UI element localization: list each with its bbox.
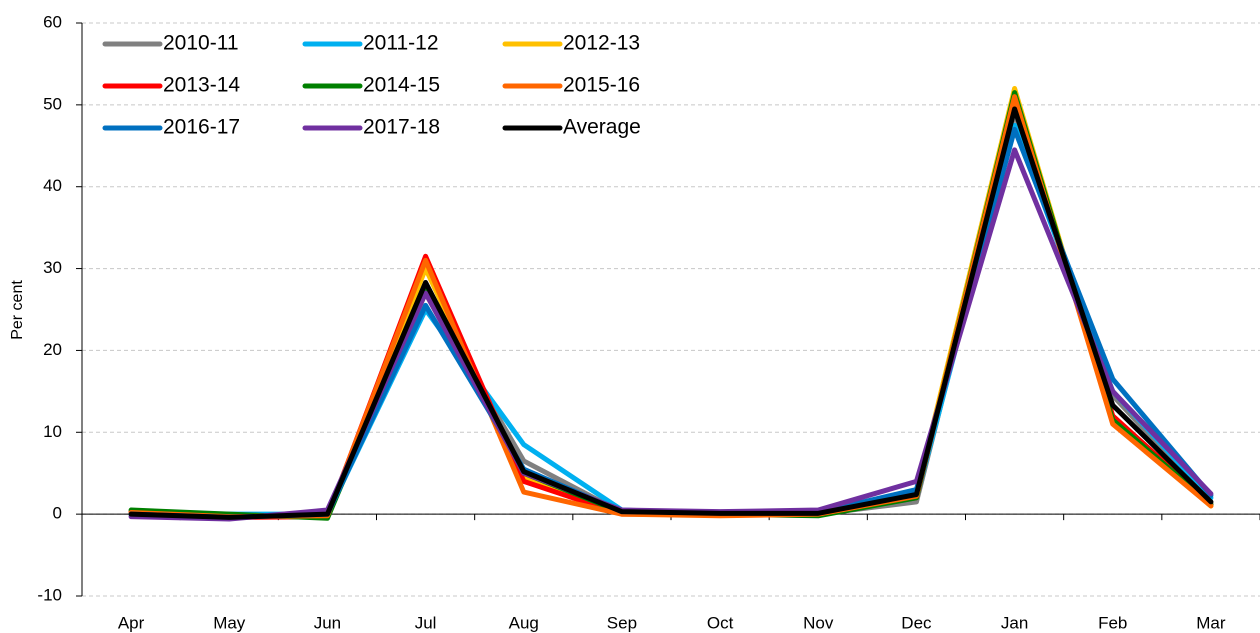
series-line: [128, 122, 1214, 517]
x-tick-label: Jan: [1001, 613, 1028, 632]
x-tick-label: Sep: [607, 613, 637, 632]
y-tick-label: -10: [37, 585, 62, 604]
series-line: [128, 126, 1214, 520]
series-line: [128, 94, 1214, 520]
series-line: [128, 85, 1214, 520]
x-tick-label: Mar: [1196, 613, 1226, 632]
x-tick-label: Oct: [707, 613, 734, 632]
x-tick-label: May: [213, 613, 246, 632]
legend-label: Average: [563, 116, 641, 139]
x-tick-label: Feb: [1098, 613, 1127, 632]
legend-label: 2013-14: [163, 74, 240, 97]
y-tick-label: 0: [53, 504, 62, 523]
x-tick-label: Aug: [509, 613, 539, 632]
legend-label: 2011-12: [363, 32, 439, 55]
x-tick-label: Nov: [803, 613, 834, 632]
legend-label: 2014-15: [363, 74, 440, 97]
y-tick-label: 50: [43, 94, 62, 113]
legend-label: 2010-11: [163, 32, 239, 55]
series-line: [128, 110, 1214, 520]
legend-label: 2017-18: [363, 116, 440, 139]
series-line: [128, 94, 1214, 520]
x-tick-label: Jul: [415, 613, 437, 632]
y-tick-label: 30: [43, 258, 62, 277]
y-axis-label: Per cent: [9, 280, 26, 340]
y-tick-label: 10: [43, 422, 62, 441]
legend-label: 2015-16: [563, 74, 640, 97]
legend-label: 2012-13: [563, 32, 640, 55]
y-tick-label: 60: [43, 12, 62, 31]
x-tick-label: Apr: [118, 613, 145, 632]
legend: 2010-11 2011-12 2012-13 2013-14 2014-15 2015-…: [102, 32, 641, 139]
y-tick-label: 20: [43, 340, 62, 359]
legend-label: 2016-17: [163, 116, 240, 139]
x-tick-label: Jun: [314, 613, 341, 632]
x-tick-label: Dec: [901, 613, 932, 632]
y-tick-label: 40: [43, 176, 62, 195]
series-line: [128, 106, 1214, 520]
series-line: [128, 90, 1214, 521]
